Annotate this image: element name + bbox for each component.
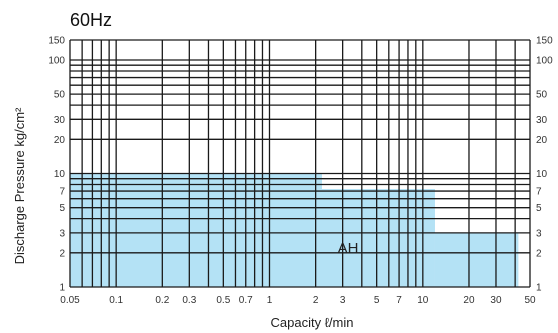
frequency-title: 60Hz [70, 10, 112, 30]
y-tick-label-left: 10 [54, 169, 66, 180]
x-tick-labels: 0.05 0.1 0.2 0.3 0.5 0.7 1 2 3 5 7 10 20 30 50 [60, 295, 536, 306]
y-tick-label-right: 50 [536, 90, 548, 101]
y-tick-label-right: 1 [536, 283, 542, 294]
y-tick-label-right: 30 [536, 115, 548, 126]
region-label-ah: AH [338, 240, 359, 257]
y-tick-label-left: 30 [54, 115, 66, 126]
y-tick-label-right: 100 [536, 55, 553, 66]
y-tick-label-left: 100 [48, 55, 65, 66]
x-tick-label: 30 [490, 295, 502, 306]
x-axis-title: Capacity ℓ/min [271, 315, 354, 330]
y-tick-label-left: 150 [48, 36, 65, 47]
x-tick-label: 0.2 [155, 295, 169, 306]
y-tick-label-right: 2 [536, 248, 542, 259]
x-tick-label: 3 [340, 295, 346, 306]
grid [69, 39, 531, 288]
y-tick-label-right: 7 [536, 187, 542, 198]
y-tick-labels-right: 1 2 3 5 7 10 20 30 50 100 150 [536, 36, 553, 294]
x-tick-label: 0.1 [109, 295, 123, 306]
x-tick-label: 2 [313, 295, 319, 306]
x-tick-label: 7 [396, 295, 402, 306]
y-tick-label-right: 150 [536, 36, 553, 47]
x-tick-label: 20 [463, 295, 475, 306]
y-tick-label-right: 20 [536, 135, 548, 146]
x-tick-label: 5 [374, 295, 380, 306]
x-tick-label: 0.7 [239, 295, 253, 306]
ah-region-step-1 [70, 173, 322, 287]
x-tick-label: 0.5 [216, 295, 230, 306]
y-tick-label-left: 2 [59, 248, 65, 259]
x-tick-label: 50 [524, 295, 536, 306]
y-axis-title: Discharge Pressure kg/cm² [12, 107, 27, 264]
y-tick-label-right: 5 [536, 203, 542, 214]
y-tick-label-left: 50 [54, 90, 66, 101]
y-tick-label-left: 1 [59, 283, 65, 294]
y-tick-label-left: 3 [59, 228, 65, 239]
y-tick-label-left: 5 [59, 203, 65, 214]
y-tick-label-right: 10 [536, 169, 548, 180]
x-tick-label: 0.3 [182, 295, 196, 306]
ah-region-step-3 [434, 232, 519, 287]
y-tick-labels-left: 1 2 3 5 7 10 20 30 50 100 150 [48, 36, 65, 294]
y-tick-label-right: 3 [536, 228, 542, 239]
y-tick-label-left: 20 [54, 135, 66, 146]
ah-region-step-2 [321, 189, 435, 287]
x-tick-label: 1 [267, 295, 273, 306]
x-tick-label: 10 [417, 295, 429, 306]
y-tick-label-left: 7 [59, 187, 65, 198]
x-tick-label: 0.05 [60, 295, 80, 306]
